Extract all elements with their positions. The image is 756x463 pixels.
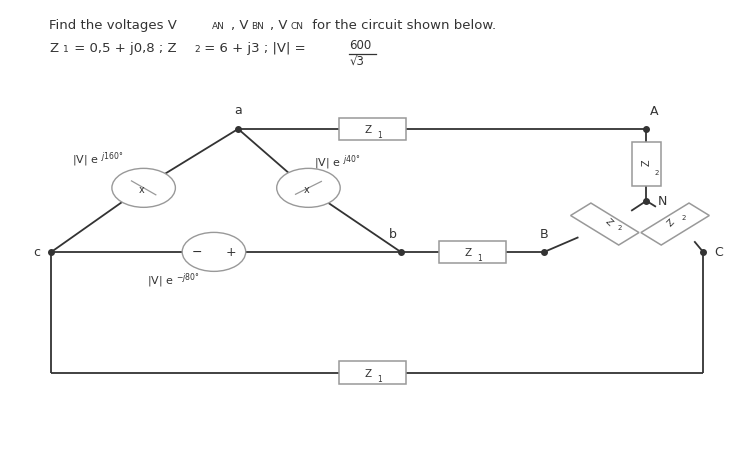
Text: Z: Z xyxy=(49,42,58,55)
Text: Find the voltages V: Find the voltages V xyxy=(49,19,177,31)
Circle shape xyxy=(277,169,340,208)
Text: Z: Z xyxy=(364,368,372,378)
Text: , V: , V xyxy=(231,19,248,31)
Text: 1: 1 xyxy=(477,253,482,263)
Text: c: c xyxy=(33,246,40,259)
Text: |V| e $^{j40°}$: |V| e $^{j40°}$ xyxy=(314,153,360,171)
Bar xyxy=(339,119,406,141)
Text: B: B xyxy=(540,228,549,241)
Text: 2: 2 xyxy=(618,225,622,230)
Text: |V| e $^{j160°}$: |V| e $^{j160°}$ xyxy=(72,150,123,169)
Bar xyxy=(571,204,639,245)
Text: N: N xyxy=(658,195,667,208)
Text: C: C xyxy=(714,246,723,259)
Text: x: x xyxy=(138,185,144,195)
Text: 2: 2 xyxy=(682,215,686,220)
Text: Z: Z xyxy=(464,247,472,257)
Bar xyxy=(339,362,406,384)
Text: a: a xyxy=(234,104,242,117)
Text: |V| e $^{-j80°}$: |V| e $^{-j80°}$ xyxy=(147,270,200,289)
Text: −: − xyxy=(192,246,203,259)
Text: for the circuit shown below.: for the circuit shown below. xyxy=(308,19,497,31)
Text: 1: 1 xyxy=(377,131,382,140)
Text: x: x xyxy=(303,185,309,195)
Text: 2: 2 xyxy=(194,45,200,54)
Text: A: A xyxy=(649,105,658,118)
Circle shape xyxy=(112,169,175,208)
Text: Z: Z xyxy=(641,159,652,165)
Bar xyxy=(439,241,506,263)
Text: 2: 2 xyxy=(655,170,659,175)
Text: Z: Z xyxy=(666,217,677,228)
Text: Z: Z xyxy=(603,217,614,228)
Bar xyxy=(632,143,661,186)
Text: √3: √3 xyxy=(350,56,365,69)
Bar xyxy=(641,204,709,245)
Text: AN: AN xyxy=(212,22,225,31)
Text: = 6 + j3 ; |V| =: = 6 + j3 ; |V| = xyxy=(200,42,306,55)
Text: 1: 1 xyxy=(377,374,382,383)
Text: 1: 1 xyxy=(63,45,69,54)
Text: BN: BN xyxy=(251,22,264,31)
Circle shape xyxy=(182,233,246,272)
Text: = 0,5 + j0,8 ; Z: = 0,5 + j0,8 ; Z xyxy=(70,42,176,55)
Text: CN: CN xyxy=(290,22,303,31)
Text: 600: 600 xyxy=(349,39,371,52)
Text: , V: , V xyxy=(270,19,287,31)
Text: +: + xyxy=(225,246,236,259)
Text: b: b xyxy=(389,228,397,241)
Text: Z: Z xyxy=(364,125,372,135)
